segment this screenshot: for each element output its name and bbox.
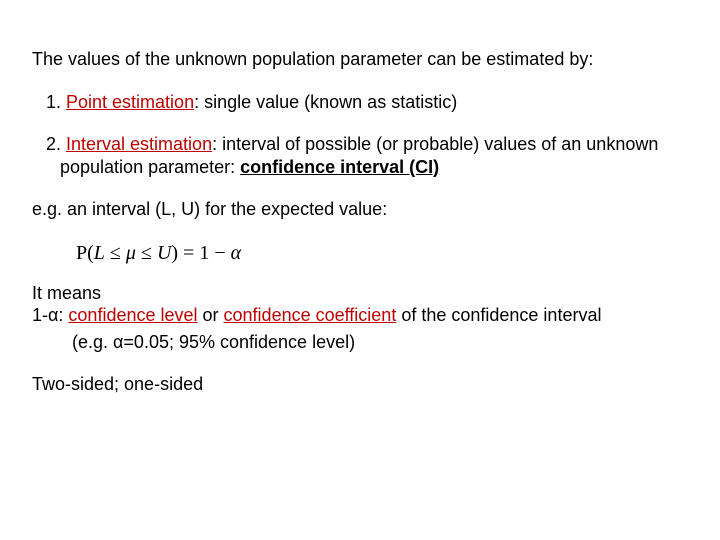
- item1-heading: Point estimation: [66, 92, 194, 112]
- sided-line: Two-sided; one-sided: [32, 373, 688, 396]
- slide-body: The values of the unknown population par…: [0, 0, 720, 436]
- confidence-level-line: 1-α: confidence level or confidence coef…: [32, 304, 688, 327]
- item2-term: confidence interval (CI): [240, 157, 439, 177]
- conf-level: confidence level: [68, 305, 197, 325]
- item1-num: 1.: [46, 92, 66, 112]
- interval-estimation-item: 2. Interval estimation: interval of poss…: [32, 133, 688, 178]
- probability-formula: P(L ≤ μ ≤ U) = 1 − α: [32, 241, 688, 266]
- conf-coeff: confidence coefficient: [224, 305, 397, 325]
- item2-num: 2.: [46, 134, 66, 154]
- example-line: e.g. an interval (L, U) for the expected…: [32, 198, 688, 221]
- alpha-example: (e.g. α=0.05; 95% confidence level): [32, 331, 688, 354]
- conf-suffix: of the confidence interval: [396, 305, 601, 325]
- conf-mid: or: [198, 305, 224, 325]
- it-means: It means: [32, 282, 688, 305]
- point-estimation-item: 1. Point estimation: single value (known…: [32, 91, 688, 114]
- item2-heading: Interval estimation: [66, 134, 212, 154]
- conf-prefix: 1-α:: [32, 305, 68, 325]
- item1-rest: : single value (known as statistic): [194, 92, 457, 112]
- intro-text: The values of the unknown population par…: [32, 48, 688, 71]
